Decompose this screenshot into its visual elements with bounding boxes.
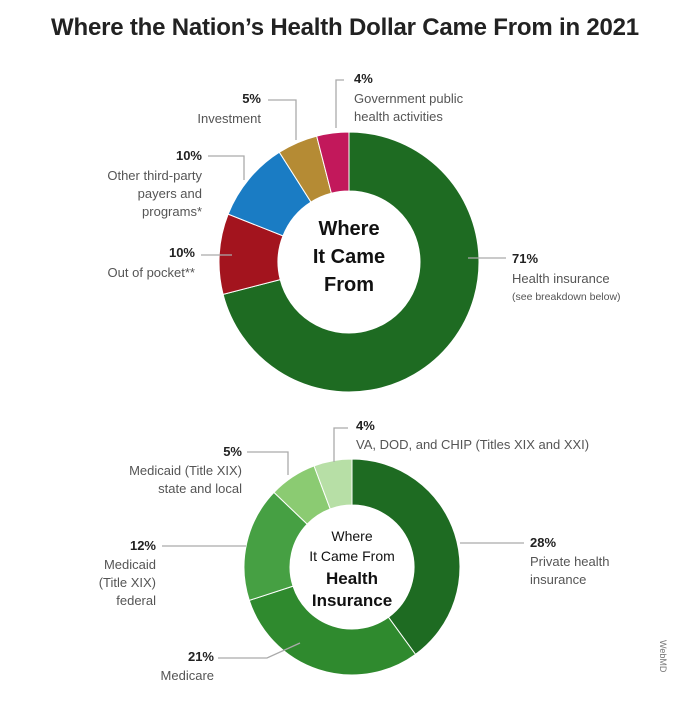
slice-percent-label: 12% xyxy=(130,538,156,553)
slice-category-label: (Title XIX) xyxy=(99,575,156,590)
slice-medicare xyxy=(248,585,417,676)
slice-category-label: programs* xyxy=(142,204,202,219)
donut-center-text: Where xyxy=(331,528,372,544)
leader-line xyxy=(335,79,344,128)
leader-line xyxy=(208,155,245,180)
leader-line xyxy=(218,642,301,659)
slice-category-label: Medicaid xyxy=(104,557,156,572)
leader-line xyxy=(333,427,348,462)
donut-center-text: Health xyxy=(326,569,378,588)
donut-center-text: Where xyxy=(318,218,379,240)
slice-percent-label: 10% xyxy=(169,245,195,260)
slice-va-dod-and-chip-titles-xix-and-xxi xyxy=(313,458,353,510)
donut-1: Where It Came From 71% Health insurance (see … xyxy=(107,71,621,393)
slice-percent-label: 28% xyxy=(530,535,556,550)
slice-health-insurance xyxy=(222,131,480,393)
slice-percent-label: 5% xyxy=(242,91,261,106)
slice-percent-label: 71% xyxy=(512,251,538,266)
slice-category-label: state and local xyxy=(158,481,242,496)
donut-2: Where It Came From Health Insurance 28% Priva… xyxy=(99,418,610,683)
donut-center-text: From xyxy=(324,274,374,296)
slice-percent-label: 4% xyxy=(354,71,373,86)
slice-percent-label: 5% xyxy=(223,444,242,459)
slice-category-label: Medicare xyxy=(161,668,214,683)
chart-title: Where the Nation’s Health Dollar Came Fr… xyxy=(51,14,639,41)
slice-category-label: Other third-party xyxy=(107,168,202,183)
donut-center-text: It Came xyxy=(313,246,385,268)
slice-percent-label: 10% xyxy=(176,148,202,163)
slice-category-label: payers and xyxy=(138,186,202,201)
slice-category-label: Investment xyxy=(197,111,261,126)
slice-category-label: health activities xyxy=(354,109,443,124)
slice-category-label: Out of pocket** xyxy=(108,265,195,280)
slice-category-label: Government public xyxy=(354,91,464,106)
slice-category-label: federal xyxy=(116,593,156,608)
donut-center-text: It Came From xyxy=(309,548,395,564)
donut-center-text: Insurance xyxy=(312,591,392,610)
slice-category-label: VA, DOD, and CHIP (Titles XIX and XXI) xyxy=(356,437,589,452)
slice-note: (see breakdown below) xyxy=(512,291,621,303)
slice-percent-label: 4% xyxy=(356,418,375,433)
slice-category-label: Medicaid (Title XIX) xyxy=(129,463,242,478)
slice-category-label: insurance xyxy=(530,572,586,587)
slice-category-label: Private health xyxy=(530,554,610,569)
slice-percent-label: 21% xyxy=(188,649,214,664)
leader-line xyxy=(247,451,289,475)
slice-government-public-health-activities xyxy=(316,131,350,194)
leader-line xyxy=(268,99,297,140)
slice-category-label: Health insurance xyxy=(512,271,610,286)
source-credit: WebMD xyxy=(658,640,668,673)
slice-private-health-insurance xyxy=(351,458,461,656)
